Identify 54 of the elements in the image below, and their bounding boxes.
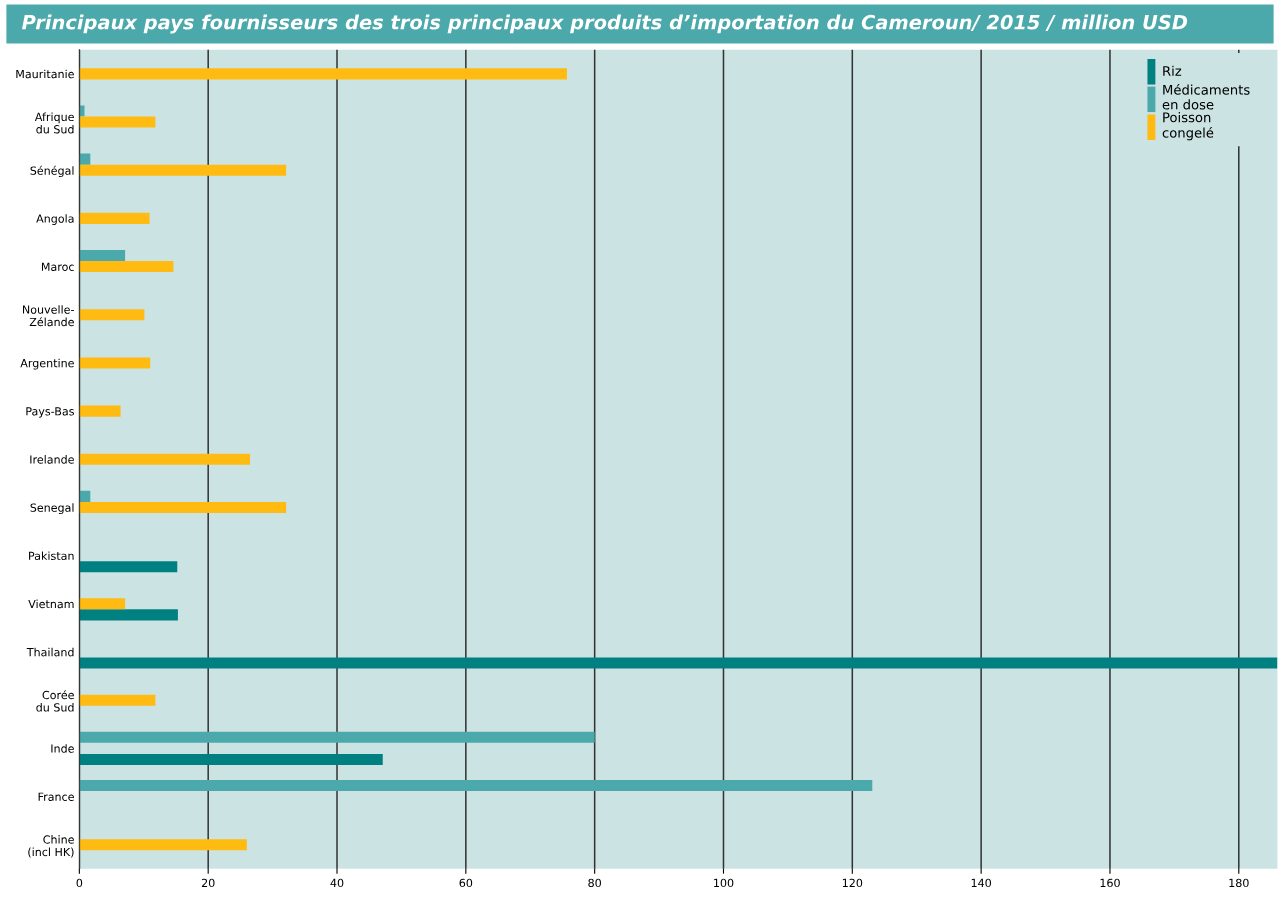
y-tick-label: Nouvelle- Zélande (23, 305, 74, 327)
chart-title: Principaux pays fournisseurs des trois principaux produits d’importation du Cameroun/ 2015 / million USD (22, 14, 1188, 34)
bar (79, 609, 178, 621)
y-tick-label: Afrique du Sud (34, 112, 74, 134)
y-tick-label: Corée du Sud (36, 690, 74, 712)
bar (79, 164, 287, 176)
bar (79, 598, 126, 610)
y-tick-label: Inde (51, 744, 74, 753)
bar (79, 105, 85, 117)
x-tick-label: 40 (330, 878, 344, 888)
legend-label: Riz (1163, 65, 1182, 76)
x-tick-label: 100 (714, 878, 734, 888)
bar (79, 694, 156, 706)
y-tick-label: Thailand (26, 647, 74, 657)
x-tick-label: 0 (76, 878, 83, 888)
bar (79, 309, 145, 321)
x-tick-label: 160 (1100, 878, 1120, 888)
y-tick-label: Angola (36, 214, 74, 225)
bar (79, 779, 873, 791)
x-tick-label: 120 (842, 878, 863, 888)
y-tick-label: Mauritanie (16, 69, 74, 79)
bar (79, 249, 126, 262)
y-tick-label: Senegal (30, 503, 74, 514)
bar (79, 731, 595, 743)
y-tick-label: Sénégal (30, 165, 74, 177)
bar (79, 453, 251, 465)
x-tick-label: 180 (1229, 878, 1249, 888)
bar (79, 753, 383, 765)
bar (79, 839, 247, 851)
bar (79, 657, 1278, 669)
x-tick-label: 60 (459, 878, 473, 888)
y-tick-label: Chine (incl HK) (28, 835, 74, 858)
y-tick-label: Maroc (41, 262, 74, 271)
bar (79, 561, 178, 573)
bar (79, 68, 567, 80)
bar (79, 490, 91, 502)
bar (79, 153, 91, 165)
bar (79, 116, 156, 128)
x-tick-label: 20 (201, 878, 215, 888)
y-tick-label: Irelande (30, 455, 74, 464)
legend-label: Poisson congelé (1162, 112, 1214, 141)
x-tick-label: 80 (588, 878, 601, 888)
y-tick-label: France (38, 792, 74, 801)
bar (79, 212, 150, 224)
y-tick-label: Pakistan (29, 551, 74, 561)
bar (79, 405, 121, 417)
bar (79, 357, 151, 369)
bar (79, 261, 174, 273)
y-tick-label: Vietnam (28, 599, 74, 609)
y-tick-label: Pays-Bas (26, 407, 74, 418)
y-tick-label: Argentine (20, 358, 74, 370)
x-tick-label: 140 (971, 878, 992, 888)
bar (79, 501, 287, 514)
legend-label: Médicaments en dose (1162, 84, 1250, 110)
